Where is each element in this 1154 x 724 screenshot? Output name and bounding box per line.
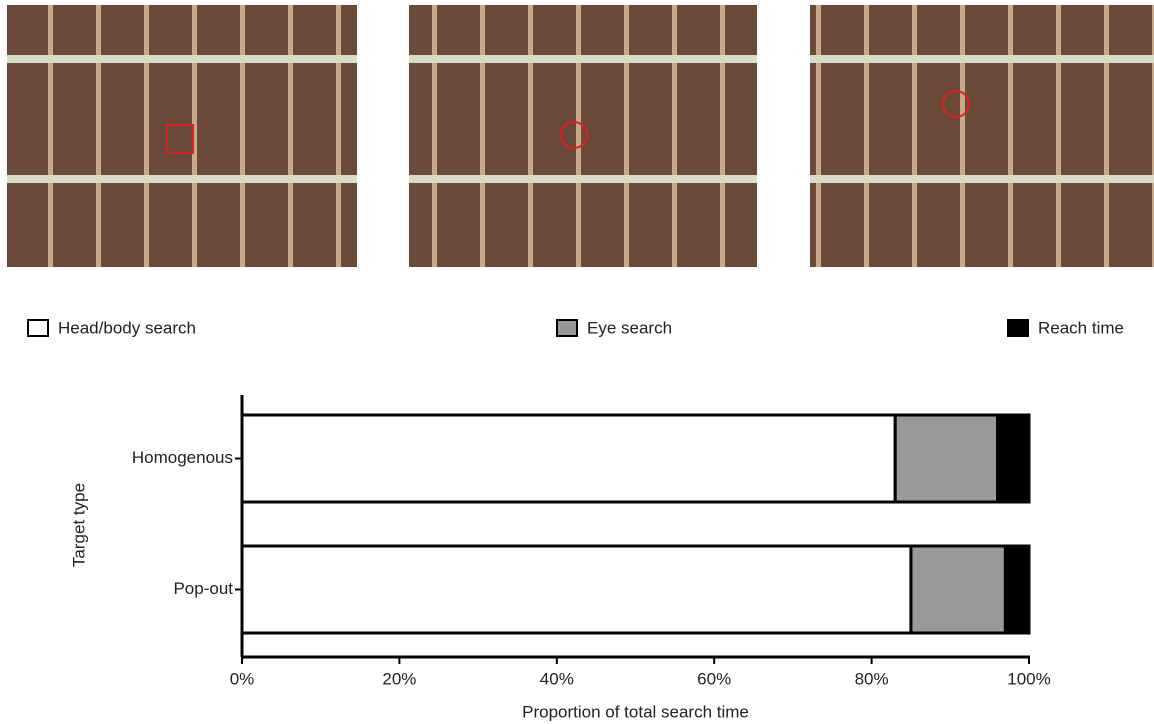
photo [810,5,1154,267]
bar-segment [242,546,911,633]
legend-swatch [1008,320,1028,336]
photos [7,5,1154,267]
bar-segment [895,415,997,502]
legend-label: Reach time [1038,318,1124,337]
legend-label: Head/body search [58,318,196,337]
y-tick-label: Pop-out [173,579,233,598]
bar-segment [1005,546,1029,633]
page: Head/body search Eye search Reach time Homo… [0,0,1154,724]
x-tick-label: 100% [1007,669,1050,688]
legend-label: Eye search [587,318,672,337]
bar-segment [911,546,1005,633]
y-axis-title: Target type [69,483,88,567]
bar-segment [998,415,1029,502]
bar-segment [242,415,895,502]
photo [7,5,357,267]
y-tick-label: Homogenous [132,448,233,467]
photo [409,5,757,267]
x-tick-label: 40% [540,669,574,688]
x-tick-label: 80% [855,669,889,688]
x-axis-title: Proportion of total search time [522,702,749,721]
legend-swatch [557,320,577,336]
x-tick-label: 60% [697,669,731,688]
legend-swatch [28,320,48,336]
x-tick-label: 0% [230,669,255,688]
x-tick-label: 20% [382,669,416,688]
